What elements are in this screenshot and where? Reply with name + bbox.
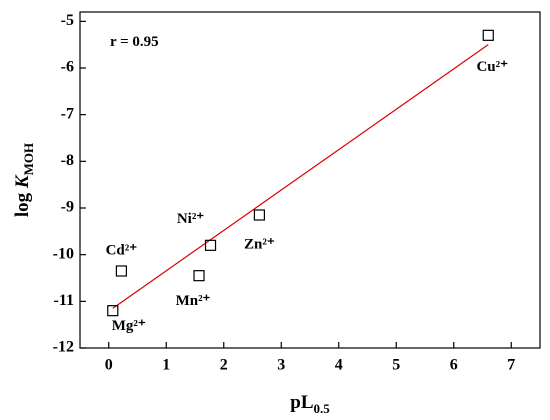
y-label-sub: MOH <box>21 143 36 176</box>
annotation: r = 0.95 <box>110 34 159 50</box>
x-tick-label: 2 <box>220 357 228 374</box>
y-tick-label: -7 <box>61 105 74 122</box>
x-tick-label: 7 <box>507 357 515 374</box>
point-label: Cd²⁺ <box>106 242 138 258</box>
point <box>253 209 265 221</box>
point-label: Ni²⁺ <box>177 211 204 227</box>
y-tick-label: -8 <box>61 152 74 169</box>
x-tick-label: 5 <box>392 357 400 374</box>
y-tick-label: -5 <box>61 12 74 29</box>
point-label: Mn²⁺ <box>176 293 211 309</box>
x-tick-label: 1 <box>162 357 170 374</box>
x-tick-label: 6 <box>450 357 458 374</box>
y-axis-label: log KMOH <box>12 143 36 217</box>
y-label-main: log <box>12 188 33 217</box>
x-axis-label: pL0.5 <box>290 392 330 416</box>
point <box>482 29 494 41</box>
x-label-main: pL <box>290 392 313 413</box>
x-tick-label: 4 <box>335 357 343 374</box>
y-tick-label: -10 <box>53 245 74 262</box>
y-label-italic: K <box>12 174 33 189</box>
fit-line <box>112 44 489 309</box>
x-label-sub: 0.5 <box>314 401 331 416</box>
point <box>107 305 119 317</box>
point-label: Cu²⁺ <box>476 59 508 75</box>
point <box>115 265 128 277</box>
y-tick-label: -6 <box>61 59 74 76</box>
y-tick-label: -11 <box>54 292 74 309</box>
y-tick-label: -9 <box>61 199 74 216</box>
plot-frame <box>79 11 541 349</box>
point <box>204 239 217 251</box>
x-tick-label: 0 <box>105 357 113 374</box>
point <box>193 270 205 282</box>
y-tick-label: -12 <box>53 339 74 356</box>
point-label: Zn²⁺ <box>244 236 275 252</box>
point-label: Mg²⁺ <box>112 318 146 334</box>
x-tick-label: 3 <box>277 357 285 374</box>
